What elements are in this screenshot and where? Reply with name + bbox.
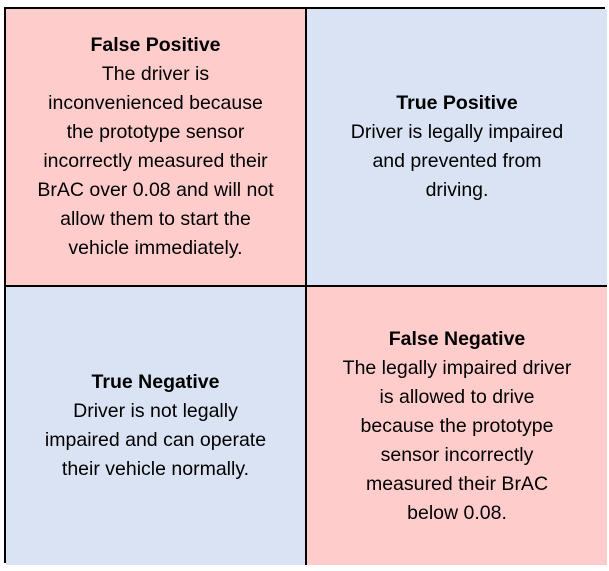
quadrant-description: Driver is not legally impaired and can o…: [44, 400, 267, 480]
quadrant-description: The driver is inconvenienced because the…: [37, 63, 274, 259]
quadrant-description: The legally impaired driver is allowed t…: [342, 356, 572, 524]
quadrant-description: Driver is legally impaired and prevented…: [350, 121, 564, 201]
quadrant-false-positive: False Positive The driver is inconvenien…: [6, 9, 306, 286]
quadrant-true-negative: True Negative Driver is not legally impa…: [6, 286, 306, 565]
quadrant-title: False Negative: [388, 327, 526, 350]
quadrant-title: False Positive: [90, 34, 221, 56]
quadrant-true-positive: True Positive Driver is legally impaired…: [306, 9, 607, 286]
quadrant-title: True Negative: [91, 371, 220, 393]
quadrant-title: True Positive: [396, 92, 518, 114]
outcome-matrix: False Positive The driver is inconvenien…: [4, 7, 607, 565]
quadrant-false-negative: False Negative The legally impaired driv…: [306, 286, 607, 565]
